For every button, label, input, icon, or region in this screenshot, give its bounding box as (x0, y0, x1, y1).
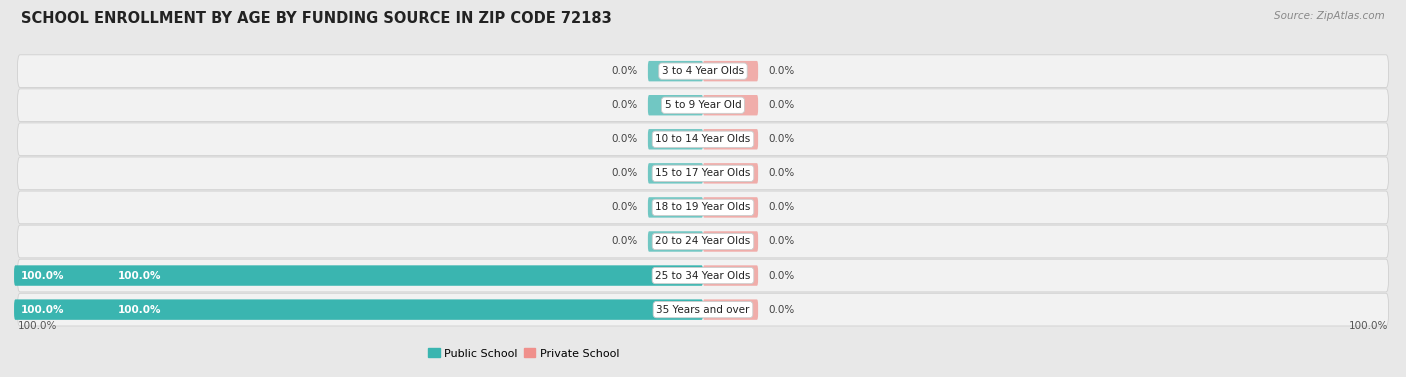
FancyBboxPatch shape (703, 197, 758, 218)
FancyBboxPatch shape (703, 95, 758, 115)
Text: 0.0%: 0.0% (769, 169, 794, 178)
Text: 10 to 14 Year Olds: 10 to 14 Year Olds (655, 134, 751, 144)
Text: 100.0%: 100.0% (117, 271, 160, 280)
Text: Source: ZipAtlas.com: Source: ZipAtlas.com (1274, 11, 1385, 21)
FancyBboxPatch shape (17, 259, 1389, 292)
FancyBboxPatch shape (17, 191, 1389, 224)
Text: 3 to 4 Year Olds: 3 to 4 Year Olds (662, 66, 744, 76)
Legend: Public School, Private School: Public School, Private School (425, 344, 624, 363)
FancyBboxPatch shape (17, 89, 1389, 121)
FancyBboxPatch shape (703, 299, 758, 320)
Text: 25 to 34 Year Olds: 25 to 34 Year Olds (655, 271, 751, 280)
FancyBboxPatch shape (648, 231, 703, 252)
Text: 35 Years and over: 35 Years and over (657, 305, 749, 315)
FancyBboxPatch shape (703, 129, 758, 150)
Text: 0.0%: 0.0% (612, 236, 637, 247)
Text: 0.0%: 0.0% (612, 202, 637, 212)
Text: 5 to 9 Year Old: 5 to 9 Year Old (665, 100, 741, 110)
Text: 0.0%: 0.0% (612, 66, 637, 76)
FancyBboxPatch shape (17, 157, 1389, 190)
Text: 100.0%: 100.0% (117, 305, 160, 315)
FancyBboxPatch shape (17, 55, 1389, 87)
Text: 100.0%: 100.0% (21, 305, 65, 315)
FancyBboxPatch shape (14, 299, 703, 320)
Text: SCHOOL ENROLLMENT BY AGE BY FUNDING SOURCE IN ZIP CODE 72183: SCHOOL ENROLLMENT BY AGE BY FUNDING SOUR… (21, 11, 612, 26)
Text: 0.0%: 0.0% (769, 236, 794, 247)
Text: 100.0%: 100.0% (17, 321, 56, 331)
Text: 0.0%: 0.0% (612, 100, 637, 110)
FancyBboxPatch shape (703, 231, 758, 252)
Text: 15 to 17 Year Olds: 15 to 17 Year Olds (655, 169, 751, 178)
FancyBboxPatch shape (648, 129, 703, 150)
Text: 0.0%: 0.0% (612, 134, 637, 144)
FancyBboxPatch shape (648, 95, 703, 115)
Text: 0.0%: 0.0% (769, 202, 794, 212)
FancyBboxPatch shape (648, 61, 703, 81)
Text: 0.0%: 0.0% (769, 66, 794, 76)
Text: 0.0%: 0.0% (769, 305, 794, 315)
FancyBboxPatch shape (17, 123, 1389, 156)
Text: 100.0%: 100.0% (21, 271, 65, 280)
FancyBboxPatch shape (17, 293, 1389, 326)
Text: 20 to 24 Year Olds: 20 to 24 Year Olds (655, 236, 751, 247)
FancyBboxPatch shape (14, 265, 703, 286)
FancyBboxPatch shape (703, 265, 758, 286)
Text: 0.0%: 0.0% (612, 169, 637, 178)
Text: 0.0%: 0.0% (769, 271, 794, 280)
FancyBboxPatch shape (17, 225, 1389, 258)
Text: 100.0%: 100.0% (1350, 321, 1389, 331)
Text: 0.0%: 0.0% (769, 134, 794, 144)
FancyBboxPatch shape (648, 163, 703, 184)
Text: 0.0%: 0.0% (769, 100, 794, 110)
FancyBboxPatch shape (703, 61, 758, 81)
FancyBboxPatch shape (703, 163, 758, 184)
FancyBboxPatch shape (648, 197, 703, 218)
Text: 18 to 19 Year Olds: 18 to 19 Year Olds (655, 202, 751, 212)
